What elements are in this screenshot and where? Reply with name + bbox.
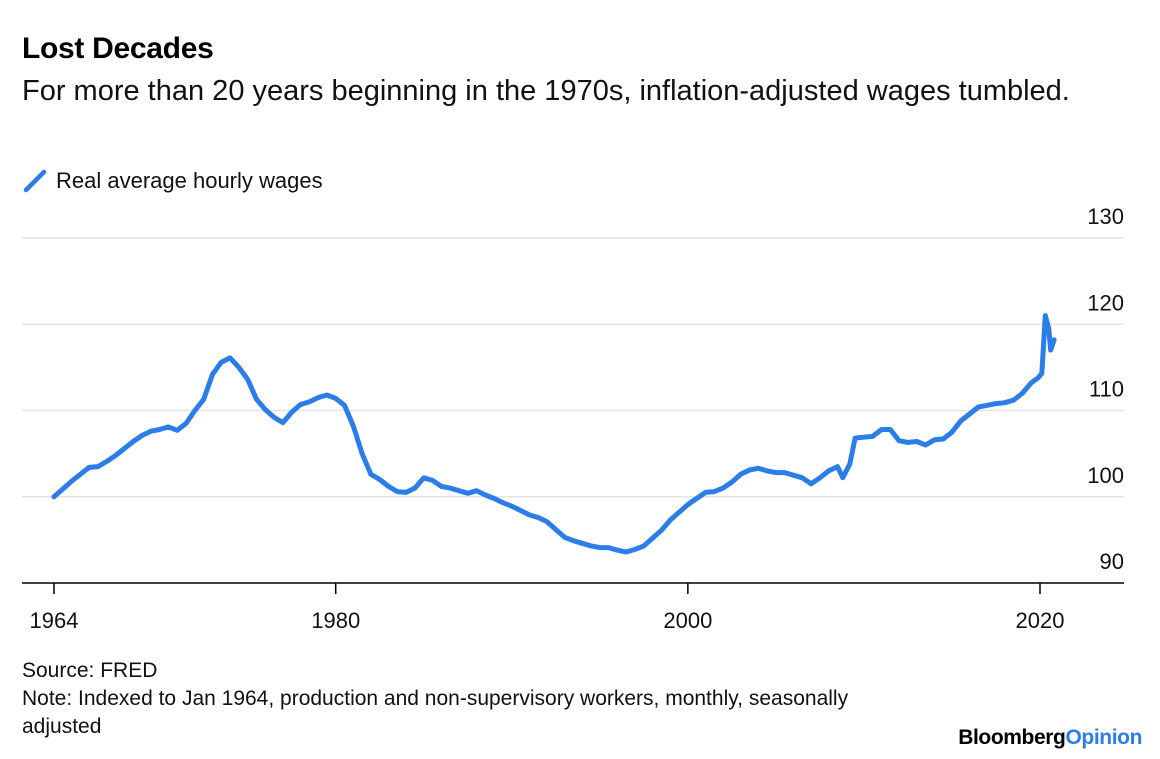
legend-label: Real average hourly wages (56, 168, 323, 193)
x-tick-label-1964: 1964 (30, 608, 79, 633)
y-tick-label-90: 90 (1100, 549, 1124, 574)
series-line-0 (51, 313, 1057, 555)
chart-legend: Real average hourly wages (22, 168, 323, 194)
note-text: Note: Indexed to Jan 1964, production an… (22, 687, 849, 738)
brand-secondary: Opinion (1065, 726, 1142, 749)
y-tick-label-110: 110 (1089, 377, 1124, 402)
x-tick-label-2020: 2020 (1016, 608, 1065, 633)
chart-subtitle: For more than 20 years beginning in the … (22, 75, 1070, 107)
chart-footnotes: Source: FRED Note: Indexed to Jan 1964, … (22, 657, 922, 741)
x-tick-label-1980: 1980 (311, 608, 360, 633)
y-tick-label-120: 120 (1087, 290, 1124, 315)
legend-swatch-icon (23, 169, 47, 193)
brand-primary: Bloomberg (958, 726, 1066, 749)
chart-title: Lost Decades (22, 32, 214, 65)
y-tick-label-100: 100 (1087, 463, 1124, 488)
x-tick-label-2000: 2000 (663, 608, 712, 633)
y-tick-label-130: 130 (1087, 204, 1124, 229)
source-text: Source: FRED (22, 659, 158, 682)
brand-logo: BloombergOpinion (958, 726, 1142, 750)
